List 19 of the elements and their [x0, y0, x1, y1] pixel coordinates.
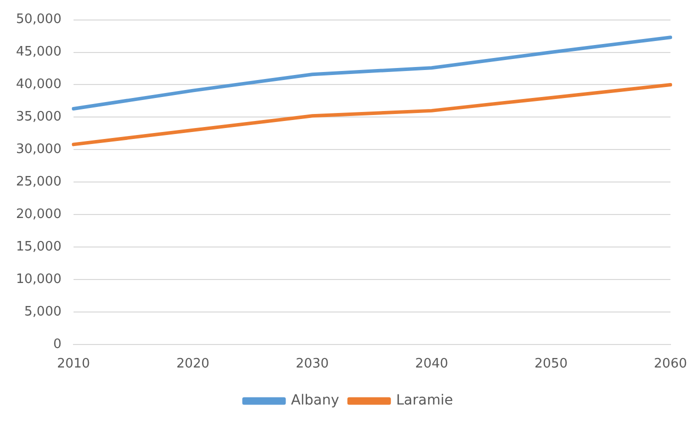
legend-label: Laramie [396, 392, 453, 409]
x-tick-label: 2040 [415, 356, 448, 372]
x-tick-label: 2010 [56, 356, 90, 372]
legend-label: Albany [291, 392, 340, 409]
x-tick-label: 2020 [176, 356, 210, 372]
y-tick-label: 25,000 [16, 174, 62, 190]
y-tick-label: 10,000 [16, 272, 62, 287]
y-tick-label: 45,000 [16, 44, 62, 60]
x-tick-label: 2050 [534, 356, 568, 372]
y-tick-label: 20,000 [16, 206, 62, 222]
y-tick-label: 40,000 [16, 77, 62, 92]
y-tick-label: 30,000 [16, 142, 62, 158]
y-tick-label: 5,000 [24, 304, 62, 320]
y-tick-label: 35,000 [16, 110, 62, 125]
y-tick-label: 0 [53, 336, 62, 352]
x-tick-label: 2030 [296, 356, 329, 372]
y-tick-label: 50,000 [16, 12, 62, 28]
x-tick-label: 2060 [654, 356, 688, 372]
y-tick-label: 15,000 [16, 239, 62, 254]
